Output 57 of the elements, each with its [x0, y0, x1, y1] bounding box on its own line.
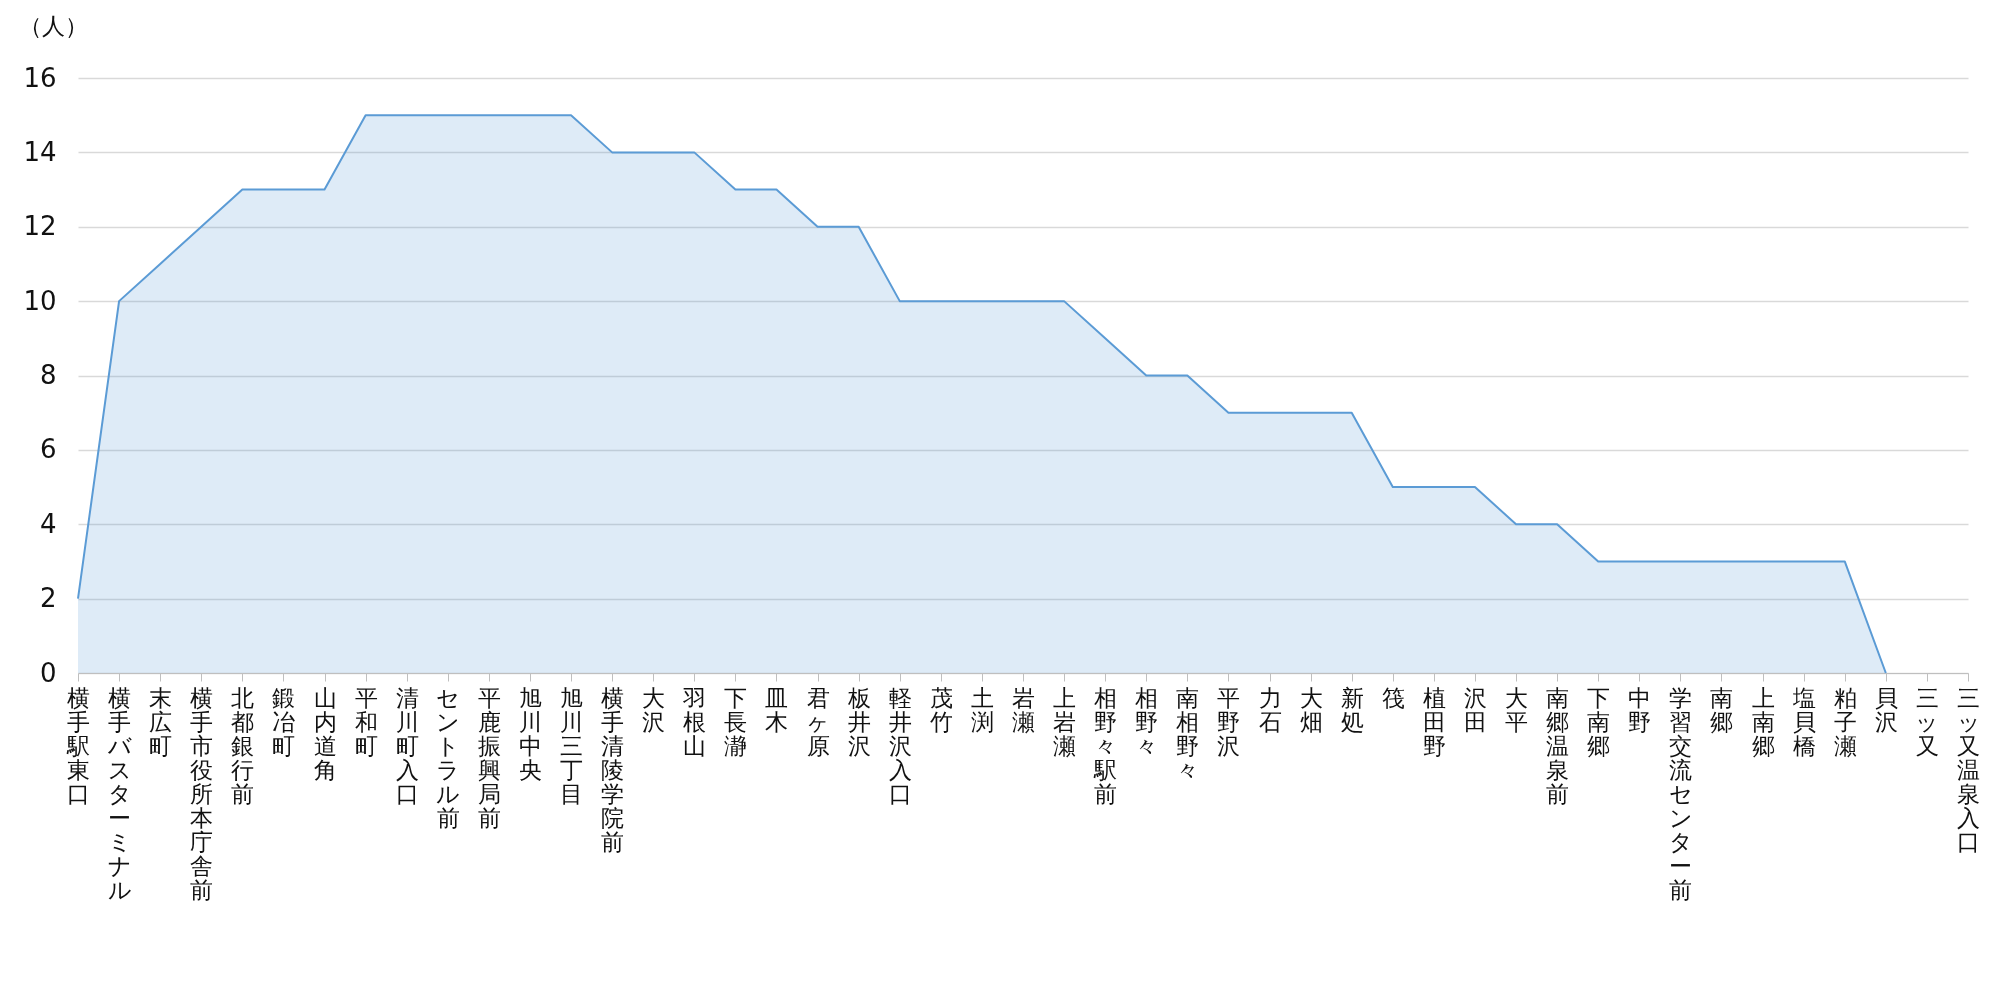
- x-tick-label: 大沢: [642, 684, 666, 735]
- x-tick-label: 旭川三丁目: [560, 684, 584, 807]
- y-tick-label: 4: [39, 508, 57, 539]
- y-tick-label: 8: [39, 360, 57, 390]
- y-tick-label: 0: [39, 657, 57, 688]
- x-tick-label: 南相野々: [1176, 684, 1200, 783]
- x-tick-label: 力石: [1258, 684, 1282, 735]
- x-tick-label: 君ヶ原: [806, 684, 831, 759]
- x-tick-label: 中野: [1628, 684, 1652, 735]
- x-tick-label: 粕子瀬: [1833, 684, 1857, 759]
- x-tick-label: 末広町: [149, 684, 173, 759]
- x-tick-label: 南郷温泉前: [1546, 684, 1570, 807]
- x-tick-label: 羽根山: [682, 684, 707, 759]
- x-tick-label: 大畑: [1299, 684, 1323, 735]
- x-tick-label: 横手駅東口: [66, 684, 90, 807]
- x-tick-label: 清川町入口: [395, 684, 419, 807]
- y-tick-label: 2: [39, 583, 57, 614]
- x-tick-label: 旭川中央: [518, 684, 542, 783]
- x-tick-label: 三ッ又温泉入口: [1956, 684, 1981, 855]
- y-tick-label: 12: [23, 211, 57, 242]
- x-tick-label: 岩瀬: [1012, 684, 1035, 735]
- x-tick-label: 植田野: [1422, 684, 1446, 759]
- x-tick-label: 土渕: [970, 684, 994, 735]
- x-tick-label: セントラル前: [436, 684, 461, 831]
- x-tick-label: 上岩瀬: [1053, 684, 1077, 759]
- category-label: 横手市役所本庁舎前: [190, 684, 214, 903]
- y-tick-label: 14: [23, 136, 57, 167]
- x-tick-label: 板井沢: [846, 684, 871, 759]
- x-tick-label: 皿木: [765, 684, 789, 735]
- category-label: 学習交流センター前: [1668, 684, 1693, 903]
- x-tick-label: 下長瀞: [724, 684, 748, 759]
- y-tick-label: 10: [23, 285, 57, 316]
- x-tick-label: 大平: [1505, 684, 1529, 735]
- x-tick-label: 新処: [1340, 684, 1364, 735]
- x-tick-label: 平鹿振興局前: [477, 684, 501, 831]
- x-tick-label: 南郷: [1710, 684, 1734, 735]
- x-tick-label: 北都銀行前: [231, 684, 255, 807]
- x-tick-label: 上南郷: [1751, 684, 1775, 759]
- x-tick-label: 相野々: [1135, 684, 1159, 759]
- y-tick-label: 6: [39, 434, 57, 465]
- x-tick-label: 三ッ又: [1915, 684, 1940, 759]
- x-tick-label: 貝沢: [1874, 684, 1898, 735]
- y-axis-title: （人）: [18, 12, 88, 39]
- x-tick-label: 鍛冶町: [272, 684, 296, 759]
- x-tick-label: 筏: [1381, 684, 1405, 711]
- x-tick-label: 塩貝橋: [1791, 684, 1816, 759]
- y-tick-label: 16: [23, 62, 57, 93]
- x-tick-label: 横手清陵学院前: [601, 684, 625, 855]
- x-tick-label: 茂竹: [929, 684, 953, 735]
- x-tick-label: 軽井沢入口: [888, 684, 912, 807]
- x-tick-label: 相野々駅前: [1093, 684, 1118, 807]
- x-tick-label: 平野沢: [1217, 684, 1241, 759]
- category-label: 横手バスターミナル: [107, 684, 132, 903]
- x-tick-label: 平和町: [354, 684, 378, 759]
- x-tick-label: 沢田: [1463, 684, 1487, 735]
- x-tick-label: 山内道角: [313, 684, 337, 783]
- x-tick-label: 下南郷: [1587, 684, 1611, 759]
